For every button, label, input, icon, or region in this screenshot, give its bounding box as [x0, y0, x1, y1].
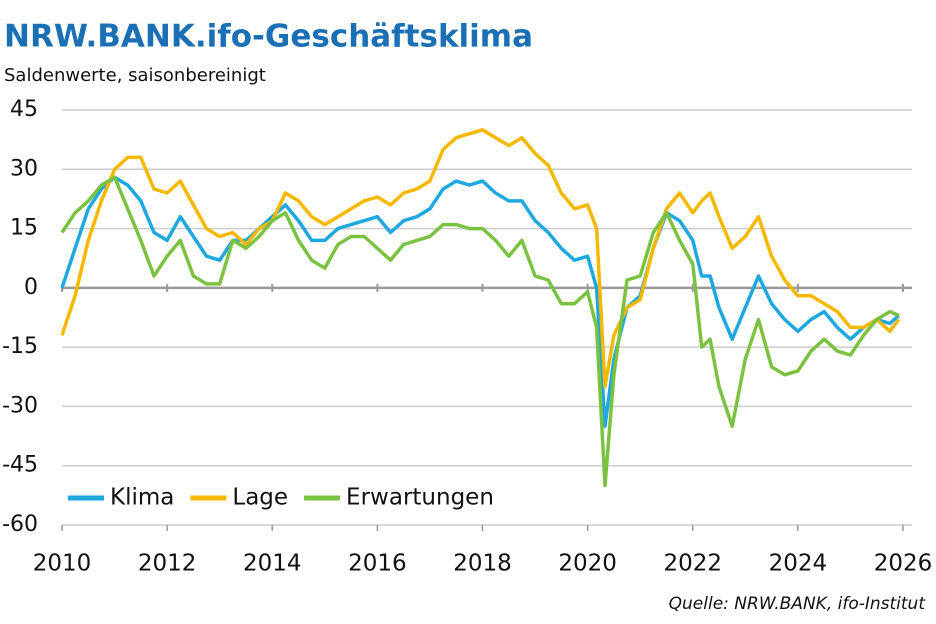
- x-tick-label: 2014: [243, 551, 302, 577]
- y-tick-label: -45: [2, 453, 38, 478]
- x-tick-label: 2024: [769, 551, 828, 577]
- legend-label: Erwartungen: [346, 485, 494, 511]
- y-tick-label: 30: [10, 156, 38, 181]
- y-tick-label: -60: [2, 512, 38, 537]
- series-line: [60, 175, 900, 488]
- x-tick-label: 2016: [348, 551, 407, 577]
- y-tick-label: -30: [2, 393, 38, 418]
- series-line: [60, 175, 900, 428]
- x-tick-label: 2020: [558, 551, 617, 577]
- x-tick-label: 2018: [453, 551, 512, 577]
- y-tick-label: 45: [10, 97, 38, 122]
- legend-label: Lage: [232, 485, 288, 511]
- chart-title: NRW.BANK.ifo-Geschäftsklima: [4, 19, 533, 55]
- legend-label: Klima: [110, 485, 174, 511]
- x-tick-label: 2026: [874, 551, 933, 577]
- chart-subtitle: Saldenwerte, saisonbereinigt: [4, 65, 266, 86]
- series-line: [60, 128, 901, 389]
- x-tick-label: 2010: [33, 551, 92, 577]
- y-tick-label: -15: [2, 334, 38, 359]
- x-tick-label: 2012: [138, 551, 197, 577]
- y-tick-label: 15: [10, 216, 38, 241]
- source: Quelle: NRW.BANK, ifo-Institut: [669, 594, 927, 614]
- x-tick-label: 2022: [663, 551, 722, 577]
- y-tick-label: 0: [24, 275, 38, 300]
